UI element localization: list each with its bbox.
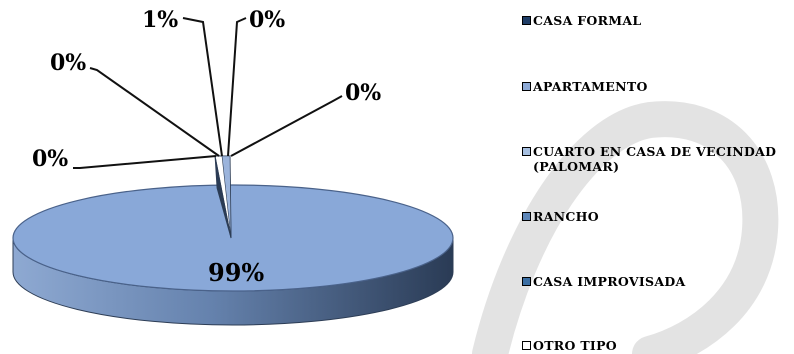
leader-line-apartamento xyxy=(73,155,217,169)
legend-item-casa-formal: CASA FORMAL xyxy=(522,13,642,28)
leader-line-rancho xyxy=(89,67,220,157)
chart-legend: CASA FORMAL APARTAMENTO CUARTO EN CASA D… xyxy=(522,0,794,354)
pie-slice-small-dark xyxy=(214,155,232,239)
legend-label: APARTAMENTO xyxy=(533,79,648,94)
legend-label: CUARTO EN CASA DE VECINDAD (PALOMAR) xyxy=(533,144,777,174)
pie-slice-casa-formal xyxy=(12,184,454,292)
data-label-otro-tipo: 1% xyxy=(142,7,178,33)
legend-swatch xyxy=(522,277,531,286)
legend-item-casa-improvisada: CASA IMPROVISADA xyxy=(522,274,685,289)
legend-label: OTRO TIPO xyxy=(533,338,617,353)
legend-label: CASA FORMAL xyxy=(533,13,642,28)
legend-label: RANCHO xyxy=(533,209,599,224)
legend-item-cuarto-en-casa-de-vecindad: CUARTO EN CASA DE VECINDAD (PALOMAR) xyxy=(522,144,776,174)
data-label-casa-formal: 99% xyxy=(208,258,264,287)
leader-lines xyxy=(73,17,343,169)
legend-swatch xyxy=(522,16,531,25)
legend-swatch xyxy=(522,341,531,350)
legend-item-apartamento: APARTAMENTO xyxy=(522,79,648,94)
legend-item-rancho: RANCHO xyxy=(522,209,599,224)
data-label-cuarto: 0% xyxy=(345,80,381,106)
data-label-apartamento: 0% xyxy=(32,146,68,172)
legend-label: CASA IMPROVISADA xyxy=(533,274,686,289)
watermark-shape xyxy=(472,101,779,354)
pie-slice-small-light xyxy=(221,155,232,239)
legend-item-otro-tipo: OTRO TIPO xyxy=(522,338,617,353)
data-label-casa-improvisada: 0% xyxy=(249,7,285,33)
legend-swatch xyxy=(522,212,531,221)
data-label-rancho: 0% xyxy=(50,50,86,76)
leader-line-otro-tipo xyxy=(182,17,223,157)
leader-line-cuarto xyxy=(230,95,343,157)
legend-swatch xyxy=(522,147,531,156)
legend-swatch xyxy=(522,82,531,91)
leader-line-casa-improvisada xyxy=(227,17,247,157)
